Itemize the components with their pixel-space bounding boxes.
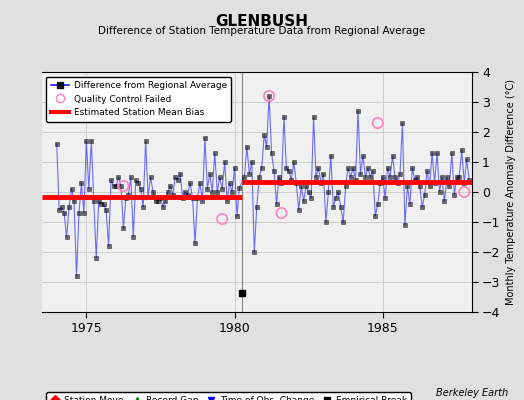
Legend: Station Move, Record Gap, Time of Obs. Change, Empirical Break: Station Move, Record Gap, Time of Obs. C… xyxy=(47,392,411,400)
Point xyxy=(218,216,226,222)
Text: Berkeley Earth: Berkeley Earth xyxy=(436,388,508,398)
Y-axis label: Monthly Temperature Anomaly Difference (°C): Monthly Temperature Anomaly Difference (… xyxy=(506,79,516,305)
Point xyxy=(277,210,286,216)
Text: Difference of Station Temperature Data from Regional Average: Difference of Station Temperature Data f… xyxy=(99,26,425,36)
Point xyxy=(119,183,128,189)
Text: GLENBUSH: GLENBUSH xyxy=(215,14,309,29)
Point xyxy=(460,189,468,195)
Point xyxy=(374,120,382,126)
Point xyxy=(265,93,274,99)
